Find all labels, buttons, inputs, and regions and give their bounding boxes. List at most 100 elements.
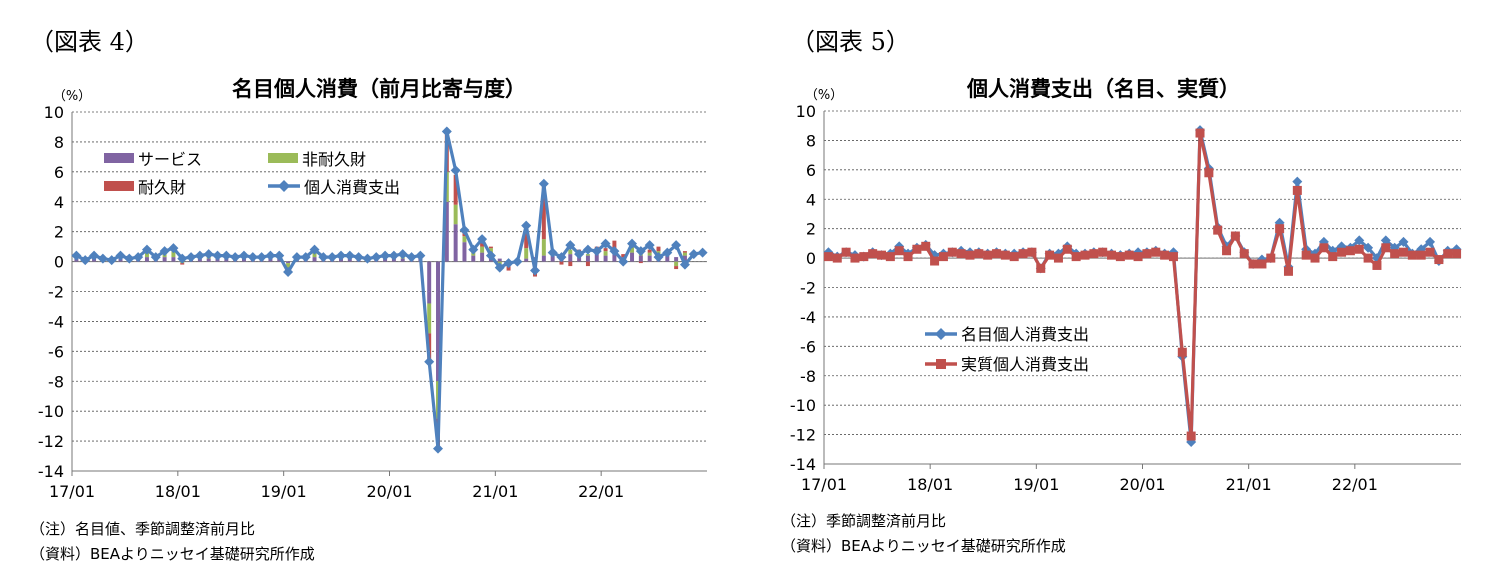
- square-marker: [885, 252, 895, 262]
- diamond-marker: [256, 252, 267, 263]
- square-marker: [921, 241, 931, 251]
- y-tick-label: 0: [54, 253, 64, 272]
- diamond-marker: [309, 244, 320, 255]
- diamond-marker: [627, 238, 638, 249]
- diamond-marker: [291, 252, 302, 263]
- diamond-marker: [238, 250, 249, 261]
- y-tick-label: -4: [48, 312, 64, 331]
- x-tick-label: 18/01: [155, 482, 201, 501]
- square-marker: [1257, 259, 1267, 269]
- x-tick-label: 22/01: [578, 482, 624, 501]
- diamond-marker: [186, 252, 197, 263]
- square-marker: [903, 252, 913, 262]
- bar-series-2: [674, 266, 679, 270]
- square-marker: [1266, 253, 1276, 263]
- square-marker: [1009, 252, 1019, 262]
- square-marker: [1452, 249, 1462, 259]
- bar-series-0: [647, 255, 652, 262]
- square-marker: [1292, 185, 1302, 195]
- nominal-contribution-chart: -14 -12 -10 -8 -6 -4 -2 0 2 4 6 8 10（%） 17/01 18/01 19/…: [38, 89, 708, 501]
- diamond-marker: [362, 253, 373, 264]
- x-tick-label: 19/01: [1013, 475, 1059, 494]
- legend-label-durables: 耐久財: [138, 178, 186, 197]
- figure-label: （図表 5）: [791, 28, 910, 56]
- bar-series-0: [444, 201, 449, 262]
- square-marker: [947, 247, 957, 257]
- diamond-marker: [397, 249, 408, 260]
- bar-series-1: [585, 254, 590, 256]
- y-tick-label: 8: [54, 133, 64, 152]
- y-tick-label: -12: [790, 426, 816, 445]
- bar-series-0: [638, 255, 643, 262]
- diamond-marker: [538, 178, 549, 189]
- bar-series-0: [312, 257, 317, 262]
- legend-label-nominal: 名目個人消費支出: [961, 325, 1089, 344]
- bar-series-1: [171, 251, 176, 258]
- bar-series-1: [647, 252, 652, 256]
- diamond-marker: [327, 252, 338, 263]
- pce-nominal-real-chart: -14 -12 -10 -8 -6 -4 -2 0 2 4 6 8 10（%） 17/01 18/01 19/…: [790, 88, 1462, 494]
- diamond-marker: [671, 240, 682, 251]
- diamond-marker: [433, 443, 444, 454]
- diamond-marker: [380, 250, 391, 261]
- diamond-marker: [230, 252, 241, 263]
- bar-series-1: [427, 303, 432, 334]
- bar-series-1: [630, 246, 635, 253]
- bar-series-2: [621, 254, 626, 258]
- square-marker: [1186, 431, 1196, 441]
- bar-series-1: [488, 248, 493, 253]
- bar-series-0: [144, 257, 149, 262]
- diamond-marker: [635, 246, 646, 257]
- y-tick-label: 2: [54, 223, 64, 242]
- bar-series-0: [171, 257, 176, 262]
- diamond-marker: [697, 247, 708, 258]
- diamond-marker: [503, 258, 514, 269]
- square-marker: [1407, 250, 1417, 260]
- bar-series-1: [524, 248, 529, 259]
- bar-series-2: [180, 263, 185, 265]
- diamond-marker: [459, 225, 470, 236]
- diamond-marker: [265, 250, 276, 261]
- square-marker: [859, 252, 869, 262]
- bar-series-2: [506, 266, 511, 271]
- diamond-marker: [547, 247, 558, 258]
- square-marker: [992, 249, 1002, 259]
- diamond-marker: [468, 244, 479, 255]
- diamond-marker: [521, 220, 532, 231]
- x-tick-label: 18/01: [907, 475, 953, 494]
- square-marker: [1168, 252, 1178, 262]
- square-marker: [1045, 250, 1055, 260]
- bar-series-0: [603, 255, 608, 262]
- diamond-marker: [591, 246, 602, 257]
- diamond-marker: [1354, 235, 1365, 246]
- x-tick-label: 21/01: [1226, 475, 1272, 494]
- diamond-marker: [582, 244, 593, 255]
- bar-series-0: [594, 254, 599, 262]
- y-tick-label: -14: [38, 462, 64, 481]
- square-marker: [1354, 244, 1364, 254]
- bar-series-2: [603, 248, 608, 252]
- square-marker: [1133, 252, 1143, 262]
- square-marker: [1151, 247, 1161, 257]
- diamond-marker: [556, 252, 567, 263]
- y-tick-label: 4: [806, 190, 816, 209]
- diamond-marker: [688, 249, 699, 260]
- diamond-marker: [1292, 176, 1303, 187]
- bar-series-0: [682, 255, 687, 262]
- diamond-marker: [609, 246, 620, 257]
- legend-swatch-nominal-marker: [935, 328, 947, 340]
- diamond-marker: [494, 262, 505, 273]
- legend-swatch-services: [104, 153, 134, 163]
- square-marker: [1328, 252, 1338, 262]
- diamond-marker: [1363, 242, 1374, 253]
- bar-series-0: [453, 224, 458, 262]
- diamond-marker: [283, 267, 294, 278]
- x-tick-label: 20/01: [1119, 475, 1165, 494]
- square-marker: [1275, 224, 1285, 234]
- diamond-marker: [477, 234, 488, 245]
- bar-series-0: [674, 257, 679, 262]
- diamond-marker: [97, 253, 108, 264]
- y-axis-label: （%）: [53, 89, 91, 104]
- square-marker: [1416, 250, 1426, 260]
- legend-swatch-nondurables: [268, 153, 298, 163]
